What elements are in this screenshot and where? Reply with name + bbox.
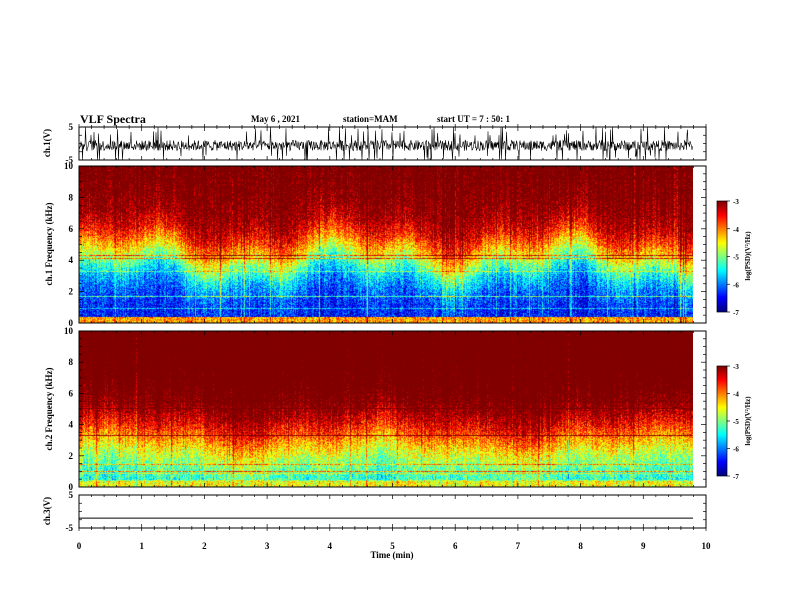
- panel-ch1-waveform: [78, 126, 707, 161]
- x-tick-label: 5: [390, 541, 395, 551]
- colorbar-ch1-gradient: [717, 201, 727, 312]
- date-label: May 6 , 2021: [251, 114, 300, 124]
- x-tick-label: 6: [453, 541, 458, 551]
- y-tick-label: 6: [69, 224, 74, 234]
- ch1-spectrogram-ylabel: ch.1 Frequency (kHz): [44, 202, 54, 285]
- y-tick-label: 2: [69, 451, 74, 461]
- y-tick-label: 4: [69, 255, 74, 265]
- y-tick-label: 10: [64, 326, 74, 336]
- y-tick-label: 6: [69, 388, 74, 398]
- colorbar-tick-label: -6: [733, 446, 739, 454]
- ch3-waveform-frame: [78, 494, 707, 529]
- colorbar-tick-label: -7: [733, 309, 739, 317]
- y-tick-label: 0: [69, 318, 74, 328]
- x-tick-label: 9: [641, 541, 646, 551]
- colorbar-ch1: [716, 200, 728, 313]
- colorbar-tick-label: -4: [733, 226, 739, 234]
- colorbar-ch1-label: log(PSD)(V²/Hz): [744, 231, 752, 281]
- x-tick-label: 8: [578, 541, 583, 551]
- y-tick-label: 0: [69, 482, 74, 492]
- x-tick-label: 4: [328, 541, 333, 551]
- colorbar-ch2-label: log(PSD)(V²/Hz): [744, 396, 752, 446]
- x-tick-label: 3: [265, 541, 270, 551]
- y-tick-label: 5: [69, 490, 74, 500]
- colorbar-tick-label: -3: [733, 363, 739, 371]
- ch1-spectrogram-image: [79, 166, 693, 323]
- ch1-waveform-trace: [78, 126, 694, 161]
- colorbar-ch2: [716, 365, 728, 477]
- x-axis-label: Time (min): [370, 550, 413, 560]
- y-tick-label: -5: [66, 155, 74, 165]
- ch3-waveform-ylabel: ch.3(V): [42, 497, 52, 525]
- colorbar-tick-label: -5: [733, 254, 739, 262]
- x-tick-label: 1: [139, 541, 144, 551]
- ch2-spectrogram-image: [79, 331, 693, 487]
- colorbar-tick-label: -4: [733, 391, 739, 399]
- x-tick-label: 10: [702, 541, 712, 551]
- y-tick-label: 10: [64, 161, 74, 171]
- ch2-spectrogram-ylabel: ch.2 Frequency (kHz): [44, 367, 54, 450]
- y-tick-label: -5: [66, 523, 74, 533]
- x-tick-label: 2: [202, 541, 207, 551]
- x-tick-label: 0: [77, 541, 82, 551]
- y-tick-label: 2: [69, 287, 74, 297]
- figure-title: VLF Spectra: [80, 112, 146, 126]
- y-tick-label: 5: [69, 122, 74, 132]
- y-tick-label: 4: [69, 420, 74, 430]
- colorbar-ch2-gradient: [717, 366, 727, 476]
- colorbar-ch1-frame: [716, 200, 728, 313]
- ch1-waveform-ylabel: ch.1(V): [42, 129, 52, 157]
- station-label: station=MAM: [343, 114, 398, 124]
- colorbar-tick-label: -5: [733, 418, 739, 426]
- colorbar-ch2-frame: [716, 365, 728, 477]
- colorbar-tick-label: -7: [733, 473, 739, 481]
- panel-ch3-waveform: [78, 494, 707, 529]
- panel-ch2-spectrogram: [78, 330, 707, 488]
- axis-ticks: 0 1 2 3 4 5 6 7 8 9 10024681002468105-55-5-3-4-5-6…: [64, 122, 739, 551]
- panel-ch1-spectrogram: [78, 165, 707, 324]
- ch1-waveform-line: [78, 126, 694, 161]
- start-time-label: start UT = 7 : 50: 1: [437, 114, 510, 124]
- colorbar-tick-label: -6: [733, 281, 739, 289]
- colorbar-tick-label: -3: [733, 198, 739, 206]
- y-tick-label: 8: [69, 192, 74, 202]
- y-tick-label: 8: [69, 357, 74, 367]
- x-tick-label: 7: [516, 541, 521, 551]
